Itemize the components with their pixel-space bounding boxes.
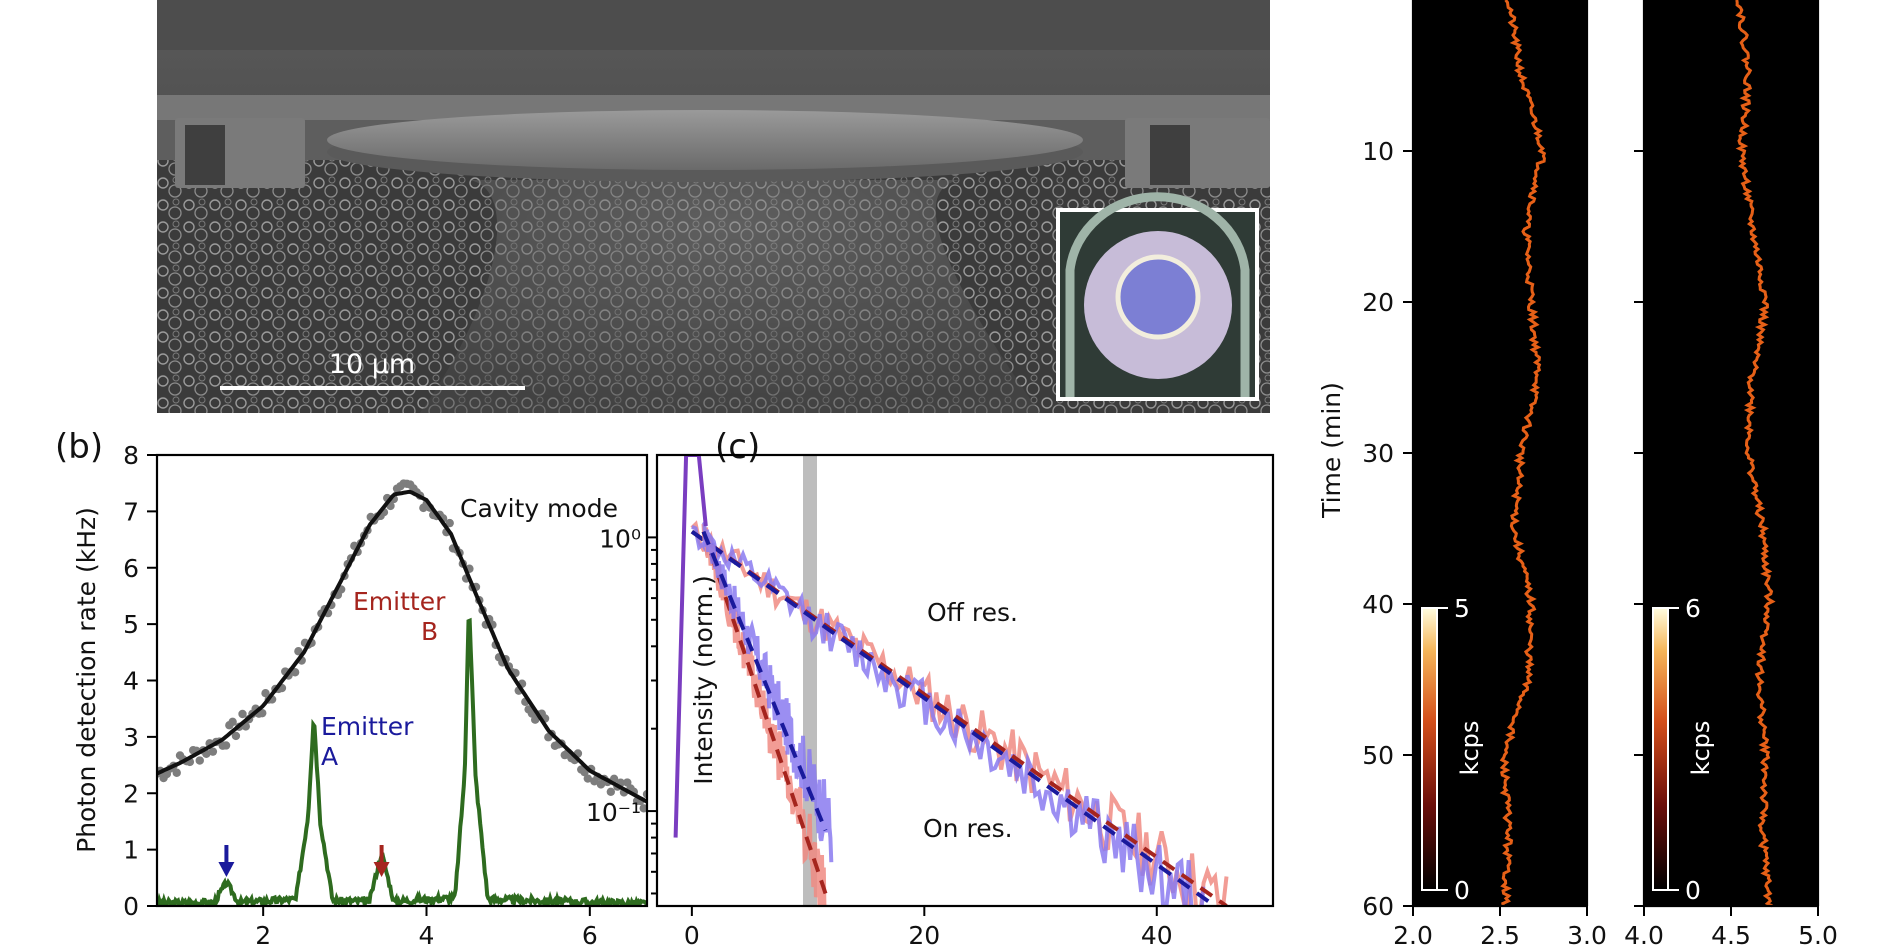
heatmap-left: [1413, 0, 1587, 906]
panel-label-b: (b): [55, 427, 103, 467]
ytick-label-b: 3: [123, 723, 139, 752]
data-point-b: [238, 709, 247, 719]
xtick-label-d: 2.0: [1393, 921, 1433, 950]
ytick-label-d: 30: [1362, 439, 1394, 468]
colorbar-left-min: 0: [1454, 876, 1470, 905]
xtick-label-c: 40: [1141, 921, 1173, 950]
data-point-b: [231, 731, 241, 741]
panel-b: (b) 0 1 2 3 4 5 6 7 8 2 4 6 Photon detection rate (…: [55, 427, 649, 950]
ytick-label-b: 7: [123, 497, 139, 526]
xtick-label-d: 4.5: [1711, 921, 1751, 950]
annotation-off-res: Off res.: [927, 598, 1018, 627]
data-point-b: [261, 688, 270, 698]
xtick-label-c: 0: [684, 921, 700, 950]
scale-bar-label: 10 µm: [329, 349, 415, 380]
ytick-label-b: 6: [123, 554, 139, 583]
data-point-b: [228, 717, 237, 727]
annotation-emitter-a-letter: A: [321, 742, 338, 771]
ylabel-b: Photon detection rate (kHz): [72, 507, 101, 853]
ytick-label-b: 4: [123, 667, 139, 696]
axes-b: [155, 453, 649, 908]
data-point-b: [606, 787, 616, 796]
ytick-label-b: 2: [123, 779, 139, 808]
axes-c: [655, 453, 1275, 908]
spectral-trace-right: [1735, 0, 1776, 908]
ylabel-d: Time (min): [1317, 382, 1346, 519]
colorbar-right-max: 6: [1685, 594, 1701, 623]
data-point-b: [195, 756, 204, 765]
colorbar-right-label: kcps: [1687, 721, 1715, 776]
ylabel-c: Intensity (norm.): [689, 575, 718, 785]
data-point-b: [639, 804, 647, 813]
ytick-label-d: 40: [1362, 590, 1394, 619]
ytick-label-d: 10: [1362, 137, 1394, 166]
colorbar-right-min: 0: [1685, 876, 1701, 905]
annotation-emitter-b-letter: B: [421, 617, 438, 646]
sem-image: 10 µm: [157, 0, 1270, 413]
xtick-label-d: 2.5: [1480, 921, 1520, 950]
panel-c: (c) 0 20 40 10⁻¹ 10⁰ Intensity (norm.) Off r…: [586, 427, 1275, 950]
xtick-label-b: 2: [255, 921, 271, 950]
ytick-label-d: 20: [1362, 288, 1394, 317]
spectral-trace-left: [1499, 0, 1547, 907]
decay-data-on_res_data: [701, 520, 834, 863]
annotation-emitter-a: Emitter: [321, 712, 414, 741]
colorbar-left-label: kcps: [1456, 721, 1484, 776]
ytick-label-b: 5: [123, 610, 139, 639]
ytick-label-c: 10⁰: [599, 524, 641, 553]
data-point-b: [258, 708, 267, 718]
ytick-label-d: 50: [1362, 741, 1394, 770]
heatmap-right: [1644, 0, 1818, 906]
colorbar-left: 5 0 kcps: [1421, 594, 1484, 905]
data-point-b: [221, 741, 231, 750]
emitter-arrow-head: [218, 862, 235, 877]
decay-fit-off_res_fit: [690, 529, 1217, 906]
panel-label-c: (c): [715, 427, 760, 467]
xtick-label-d: 5.0: [1798, 921, 1838, 950]
xtick-label-c: 20: [908, 921, 940, 950]
annotation-cavity-mode: Cavity mode: [460, 494, 618, 523]
ytick-label-d: 60: [1362, 892, 1394, 921]
colorbar-left-max: 5: [1454, 594, 1470, 623]
annotation-emitter-b: Emitter: [353, 587, 446, 616]
xtick-label-b: 6: [582, 921, 598, 950]
data-point-b: [294, 647, 303, 656]
emitter-arrow-head: [373, 862, 390, 877]
ytick-label-c: 10⁻¹: [586, 798, 641, 827]
data-point-b: [583, 774, 593, 783]
laser-pulse-line: [673, 455, 708, 838]
xtick-label-b: 4: [419, 921, 435, 950]
ytick-label-b: 0: [123, 892, 139, 921]
colorbar-right: 6 0 kcps: [1652, 594, 1715, 905]
cavity-fit-line: [157, 489, 647, 804]
ytick-label-b: 1: [123, 836, 139, 865]
data-point-b: [208, 747, 218, 756]
decay-fit-on_res_fit: [701, 530, 828, 832]
optical-inset: [1056, 192, 1259, 401]
annotation-on-res: On res.: [923, 814, 1013, 843]
decay-fit-on_res_fit: [701, 530, 828, 895]
data-point-b: [172, 768, 181, 777]
ytick-label-b: 8: [123, 441, 139, 470]
xtick-label-d: 3.0: [1567, 921, 1607, 950]
data-point-b: [445, 518, 454, 528]
decay-fit-off_res_fit: [690, 529, 1228, 906]
data-point-b: [290, 668, 300, 677]
xtick-label-d: 4.0: [1624, 921, 1664, 950]
